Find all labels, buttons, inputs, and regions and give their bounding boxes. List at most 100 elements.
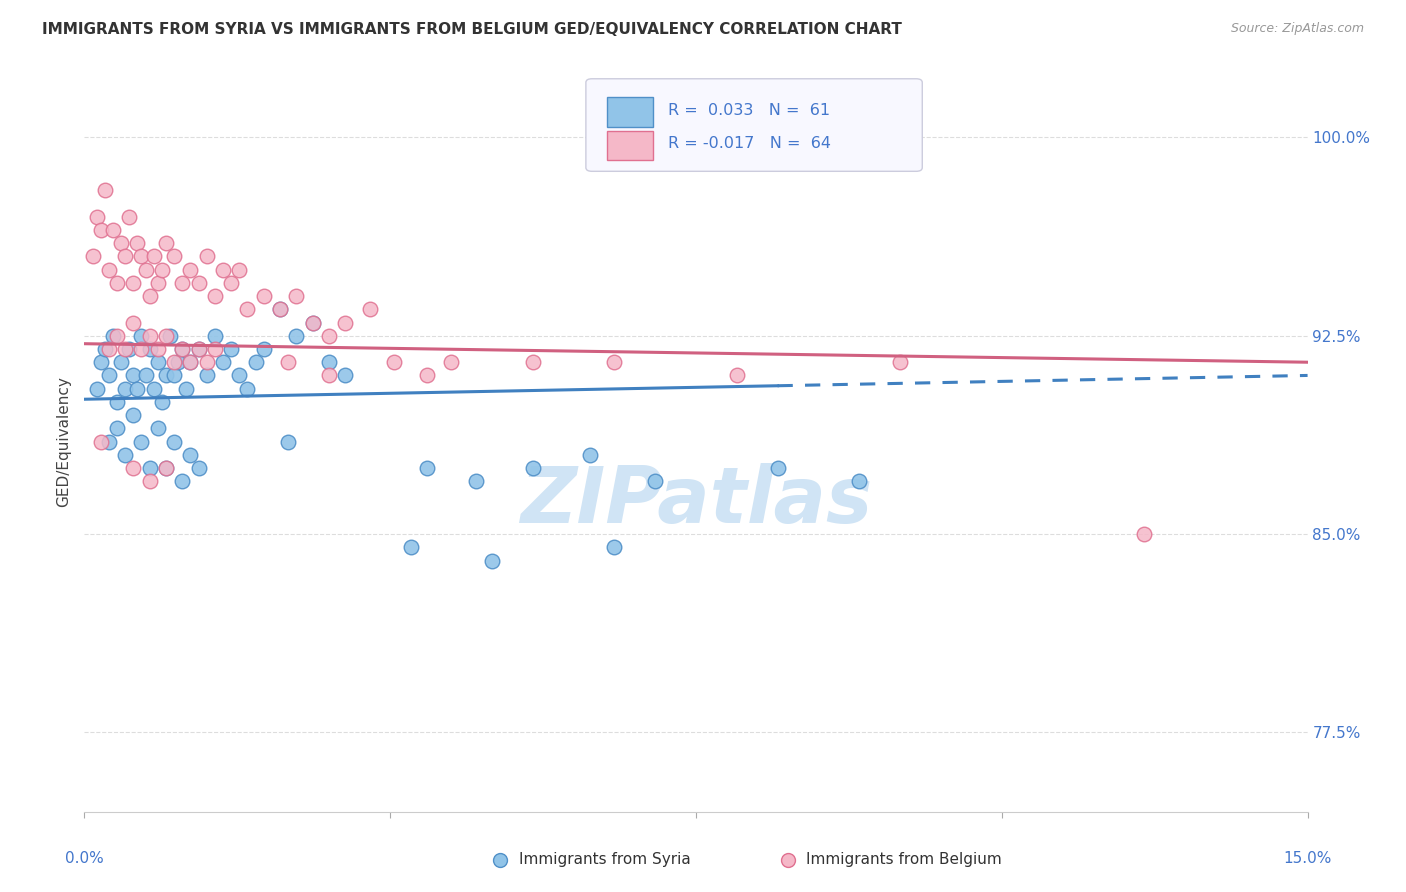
Point (399, 541, 422, 555)
Point (204, 289, 226, 303)
Point (163, 434, 186, 449)
Point (105, 421, 128, 435)
Point (359, 302, 381, 317)
Point (138, 328, 160, 343)
Point (522, 355, 544, 369)
Point (155, 328, 177, 343)
Point (766, 461, 789, 475)
Point (163, 355, 186, 369)
Point (335, 316, 357, 330)
Point (131, 342, 153, 356)
Point (204, 342, 226, 356)
Point (416, 368, 439, 383)
Point (127, 236, 149, 251)
Point (187, 342, 209, 356)
Point (150, 395, 173, 409)
Point (155, 236, 177, 251)
Point (725, 368, 748, 383)
Point (195, 368, 218, 383)
Text: Immigrants from Belgium: Immigrants from Belgium (806, 853, 1002, 867)
Point (253, 342, 276, 356)
Point (163, 250, 186, 264)
Point (187, 342, 209, 356)
Point (1133, 527, 1156, 541)
Point (101, 328, 124, 343)
Point (146, 342, 169, 356)
Point (159, 328, 181, 343)
Point (174, 382, 197, 396)
Point (114, 448, 136, 462)
Point (212, 355, 235, 369)
Point (318, 368, 340, 383)
Point (122, 461, 145, 475)
Point (118, 342, 141, 356)
Point (285, 328, 308, 343)
Point (146, 276, 169, 290)
Point (86, 210, 108, 224)
Point (110, 236, 132, 251)
Point (97, 342, 120, 356)
Point (335, 368, 357, 383)
Point (110, 355, 132, 369)
Point (167, 355, 190, 369)
Point (142, 382, 165, 396)
Point (187, 461, 209, 475)
Point (245, 355, 267, 369)
Point (848, 474, 870, 488)
Point (269, 302, 291, 317)
Point (644, 474, 666, 488)
Point (440, 355, 463, 369)
Point (416, 461, 439, 475)
Point (122, 408, 145, 422)
Bar (606, 97, 654, 127)
Point (179, 355, 201, 369)
Point (179, 448, 201, 462)
Point (228, 262, 250, 277)
Point (603, 541, 626, 555)
Point (114, 250, 136, 264)
Point (127, 382, 149, 396)
Point (93, 342, 115, 356)
Point (90, 355, 112, 369)
Point (114, 342, 136, 356)
Point (155, 368, 177, 383)
Point (172, 474, 194, 488)
Point (122, 368, 145, 383)
Point (195, 355, 218, 369)
Point (172, 342, 194, 356)
Point (253, 289, 276, 303)
Point (138, 461, 160, 475)
Point (131, 328, 153, 343)
Point (172, 342, 194, 356)
Text: IMMIGRANTS FROM SYRIA VS IMMIGRANTS FROM BELGIUM GED/EQUIVALENCY CORRELATION CHA: IMMIGRANTS FROM SYRIA VS IMMIGRANTS FROM… (42, 22, 903, 37)
Point (301, 316, 323, 330)
Point (131, 250, 153, 264)
Point (382, 355, 405, 369)
Text: Immigrants from Syria: Immigrants from Syria (519, 853, 690, 867)
Point (318, 328, 340, 343)
Point (285, 289, 308, 303)
Point (142, 250, 165, 264)
Text: Source: ZipAtlas.com: Source: ZipAtlas.com (1230, 22, 1364, 36)
Point (101, 223, 124, 237)
Point (301, 316, 323, 330)
Point (146, 355, 169, 369)
Point (105, 276, 128, 290)
Point (236, 382, 259, 396)
Point (579, 448, 602, 462)
Point (277, 355, 299, 369)
Point (481, 553, 503, 567)
Text: ZIPatlas: ZIPatlas (520, 463, 872, 539)
Point (219, 342, 242, 356)
Point (138, 289, 160, 303)
Point (163, 368, 186, 383)
Point (889, 355, 911, 369)
Point (219, 276, 242, 290)
Point (97, 434, 120, 449)
Point (179, 355, 201, 369)
Point (97, 262, 120, 277)
Point (131, 434, 153, 449)
Point (105, 395, 128, 409)
Point (135, 368, 157, 383)
Point (135, 262, 157, 277)
